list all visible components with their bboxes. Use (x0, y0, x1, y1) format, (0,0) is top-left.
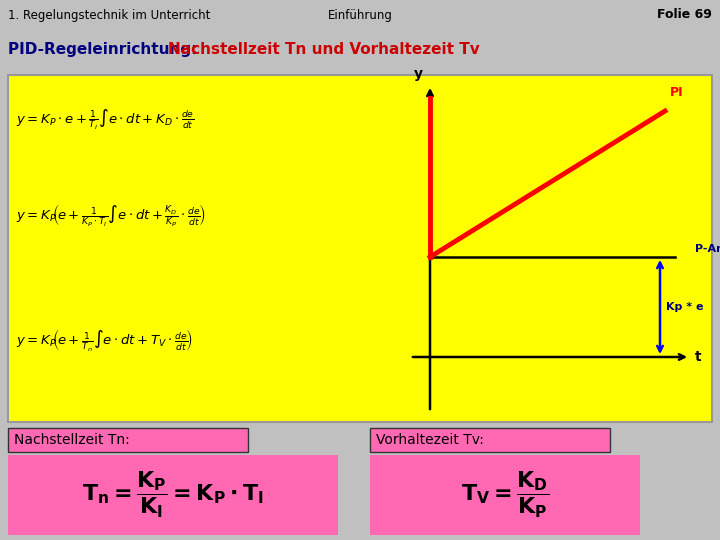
Bar (8, 75, 712, 422)
Text: PID-Regeleinrichtung:: PID-Regeleinrichtung: (8, 42, 208, 57)
Text: $\mathbf{T_V = \dfrac{K_D}{K_P}}$: $\mathbf{T_V = \dfrac{K_D}{K_P}}$ (461, 470, 549, 520)
Bar (8, 428, 248, 452)
Text: Einführung: Einführung (328, 9, 392, 22)
Text: Kp * e: Kp * e (666, 302, 703, 312)
Text: y: y (413, 67, 423, 81)
Text: $y = K_P \cdot e + \frac{1}{T_I} \int e \cdot dt + K_D \cdot \frac{de}{dt}$: $y = K_P \cdot e + \frac{1}{T_I} \int e … (16, 108, 194, 132)
Bar (370, 455, 640, 535)
Text: 1. Regelungstechnik im Unterricht: 1. Regelungstechnik im Unterricht (8, 9, 210, 22)
Bar (370, 428, 610, 452)
Text: Vorhaltezeit Tv:: Vorhaltezeit Tv: (376, 433, 484, 447)
Text: Nachstellzeit Tn und Vorhaltezeit Tv: Nachstellzeit Tn und Vorhaltezeit Tv (168, 42, 480, 57)
Text: $y = K_P \!\left(\! e + \frac{1}{K_P \cdot T_I} \int e \cdot dt + \frac{K_D}{K_P: $y = K_P \!\left(\! e + \frac{1}{K_P \cd… (16, 202, 205, 228)
Text: $\mathbf{T_n = \dfrac{K_P}{K_I} = K_P \cdot T_I}$: $\mathbf{T_n = \dfrac{K_P}{K_I} = K_P \c… (82, 470, 264, 520)
Text: P-Anteil: P-Anteil (695, 244, 720, 254)
Text: Folie 69: Folie 69 (657, 9, 712, 22)
Text: t: t (695, 350, 701, 364)
Bar (8, 455, 338, 535)
Text: PI: PI (670, 86, 683, 99)
Text: $y = K_P \!\left(\! e + \frac{1}{T_n} \int e \cdot dt + T_V \cdot \frac{de}{dt} : $y = K_P \!\left(\! e + \frac{1}{T_n} \i… (16, 327, 193, 353)
Text: Nachstellzeit Tn:: Nachstellzeit Tn: (14, 433, 130, 447)
